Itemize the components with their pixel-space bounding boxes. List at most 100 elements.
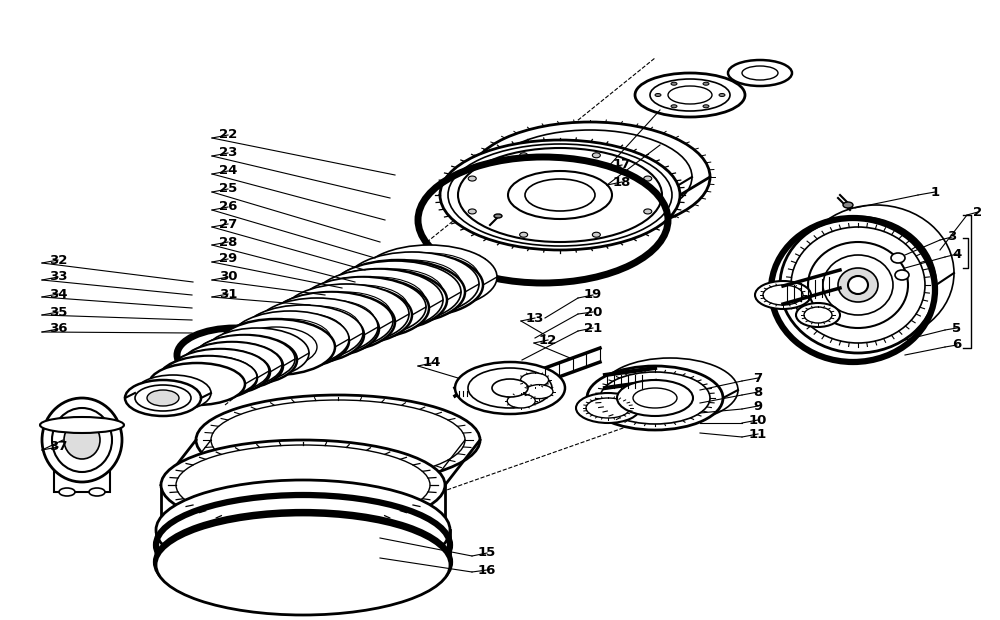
Ellipse shape: [261, 313, 345, 353]
Ellipse shape: [287, 300, 377, 344]
Ellipse shape: [299, 277, 429, 339]
Ellipse shape: [895, 270, 909, 280]
Ellipse shape: [521, 373, 549, 387]
Ellipse shape: [347, 253, 483, 317]
Ellipse shape: [242, 306, 364, 364]
Text: 28: 28: [219, 236, 237, 249]
Text: 12: 12: [539, 334, 557, 347]
Ellipse shape: [316, 285, 408, 329]
Ellipse shape: [302, 293, 394, 337]
Ellipse shape: [796, 303, 840, 327]
Ellipse shape: [171, 349, 269, 393]
Ellipse shape: [287, 300, 375, 342]
Ellipse shape: [838, 268, 878, 302]
Ellipse shape: [156, 480, 450, 580]
Ellipse shape: [719, 94, 725, 97]
Text: 4: 4: [952, 247, 962, 260]
Ellipse shape: [161, 356, 257, 398]
Ellipse shape: [891, 253, 905, 263]
Text: 7: 7: [753, 371, 763, 384]
Ellipse shape: [592, 232, 600, 237]
Text: 2: 2: [973, 205, 983, 218]
Ellipse shape: [804, 307, 832, 323]
Ellipse shape: [193, 335, 297, 385]
Ellipse shape: [298, 277, 426, 337]
Ellipse shape: [331, 260, 465, 324]
Ellipse shape: [52, 408, 112, 472]
Text: 36: 36: [49, 322, 67, 335]
Ellipse shape: [592, 153, 600, 157]
Text: 20: 20: [584, 306, 602, 319]
Ellipse shape: [361, 245, 497, 309]
Ellipse shape: [798, 205, 954, 341]
Text: 22: 22: [219, 128, 237, 141]
Text: 17: 17: [613, 159, 631, 172]
Polygon shape: [54, 460, 110, 492]
Ellipse shape: [671, 105, 677, 108]
Text: 15: 15: [478, 546, 496, 559]
Ellipse shape: [249, 319, 331, 359]
Text: 29: 29: [219, 252, 237, 265]
Ellipse shape: [763, 285, 803, 305]
Text: 27: 27: [219, 218, 237, 231]
Ellipse shape: [170, 349, 270, 395]
Text: 18: 18: [613, 175, 631, 188]
Ellipse shape: [508, 171, 612, 219]
Ellipse shape: [176, 445, 430, 525]
Text: 24: 24: [219, 164, 237, 177]
Ellipse shape: [159, 356, 257, 400]
Ellipse shape: [587, 366, 723, 430]
Ellipse shape: [64, 421, 100, 459]
Ellipse shape: [89, 488, 105, 496]
Ellipse shape: [433, 257, 477, 277]
Text: 33: 33: [49, 270, 67, 283]
Ellipse shape: [410, 268, 442, 282]
Ellipse shape: [468, 176, 476, 181]
Text: 9: 9: [753, 399, 763, 412]
Ellipse shape: [400, 263, 452, 287]
Text: 30: 30: [219, 270, 237, 283]
Ellipse shape: [520, 153, 528, 157]
Ellipse shape: [448, 144, 672, 246]
Ellipse shape: [59, 488, 75, 496]
Ellipse shape: [655, 94, 661, 97]
Ellipse shape: [671, 82, 677, 85]
Ellipse shape: [182, 342, 282, 388]
Ellipse shape: [650, 79, 730, 111]
Text: 13: 13: [526, 311, 544, 324]
Text: 23: 23: [219, 146, 237, 159]
Ellipse shape: [256, 298, 378, 356]
Ellipse shape: [633, 388, 677, 408]
Text: 34: 34: [49, 288, 67, 301]
Text: 16: 16: [478, 564, 496, 577]
Ellipse shape: [423, 252, 487, 282]
Ellipse shape: [347, 269, 443, 315]
Text: 3: 3: [947, 231, 957, 244]
Text: 25: 25: [219, 182, 237, 195]
Ellipse shape: [269, 292, 395, 352]
Ellipse shape: [365, 261, 465, 309]
Text: 14: 14: [423, 356, 441, 370]
Ellipse shape: [440, 140, 680, 250]
Ellipse shape: [379, 253, 479, 301]
Ellipse shape: [488, 130, 692, 224]
Text: 5: 5: [952, 322, 962, 335]
Ellipse shape: [668, 86, 712, 104]
Ellipse shape: [42, 398, 122, 482]
Ellipse shape: [149, 363, 245, 405]
Ellipse shape: [843, 202, 853, 208]
Ellipse shape: [455, 362, 565, 414]
Ellipse shape: [755, 281, 811, 309]
Ellipse shape: [468, 209, 476, 214]
Text: 8: 8: [753, 386, 763, 399]
Ellipse shape: [576, 393, 640, 423]
Ellipse shape: [492, 379, 528, 397]
Ellipse shape: [703, 82, 709, 85]
Ellipse shape: [728, 60, 792, 86]
Ellipse shape: [135, 375, 211, 411]
Ellipse shape: [313, 269, 443, 331]
Ellipse shape: [525, 384, 553, 399]
Ellipse shape: [520, 232, 528, 237]
Ellipse shape: [235, 327, 317, 367]
Ellipse shape: [363, 260, 461, 308]
